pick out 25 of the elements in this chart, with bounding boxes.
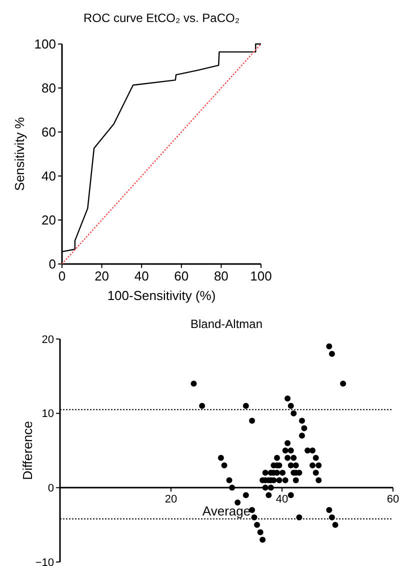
y-tick-label: 60	[42, 124, 56, 140]
chart-title: ROC curve EtCO₂ vs. PaCO₂	[83, 11, 240, 25]
x-tick-label: 40	[276, 493, 288, 506]
y-tick-label: 0	[48, 256, 56, 272]
chart-title: Bland-Altman	[190, 317, 263, 331]
y-tick-label: 0	[48, 482, 54, 495]
y-tick-label: 20	[42, 212, 56, 228]
x-tick-label: 40	[134, 268, 149, 284]
x-tick-label: 100	[250, 268, 272, 284]
y-tick-label: 10	[42, 408, 54, 420]
x-axis-title: Average	[202, 504, 251, 519]
x-axis-title: 100-Sensitivity (%)	[107, 288, 216, 303]
x-tick-label: 20	[164, 493, 178, 506]
y-tick-label: −10	[35, 556, 54, 566]
y-tick-label: 40	[42, 168, 56, 184]
x-tick-label: 80	[214, 268, 228, 284]
x-tick-label: 60	[386, 493, 400, 506]
x-tick-label: 20	[94, 268, 110, 284]
y-tick-label: 80	[42, 80, 56, 96]
y-axis-title: Sensitivity %	[12, 116, 27, 191]
x-tick-label: 60	[174, 268, 189, 284]
x-tick-label: 0	[58, 268, 66, 284]
y-tick-label: 20	[42, 334, 54, 346]
y-axis-title: Difference	[20, 420, 35, 480]
y-tick-label: 100	[34, 36, 56, 52]
